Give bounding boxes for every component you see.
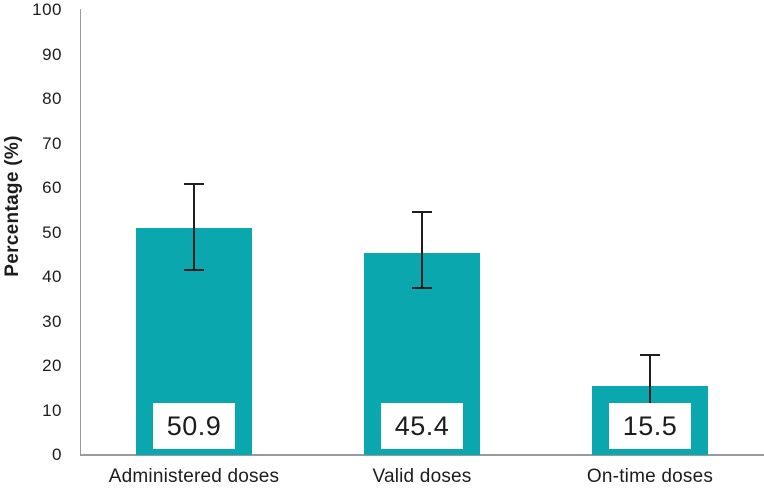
y-tick-label: 90 xyxy=(42,44,62,64)
bar-value-label: 15.5 xyxy=(609,403,691,449)
y-tick-label: 40 xyxy=(42,267,62,286)
bar-value-label: 45.4 xyxy=(381,403,463,449)
x-category-label: Valid doses xyxy=(372,466,472,487)
y-tick-label: 50 xyxy=(42,222,62,242)
x-category-label: On-time doses xyxy=(586,466,714,487)
error-bar-cap-top xyxy=(640,353,660,356)
error-bar-cap-bottom xyxy=(412,287,432,290)
error-bar-line xyxy=(421,212,423,289)
y-axis-line xyxy=(80,9,81,455)
error-bar-cap-bottom xyxy=(184,269,204,272)
error-bar-cap-top xyxy=(184,182,204,185)
x-category-label: Administered doses xyxy=(108,466,280,487)
y-tick-label: 60 xyxy=(42,178,62,197)
error-bar-line xyxy=(649,354,651,415)
error-bar-cap-top xyxy=(412,211,432,214)
bar-value-label: 50.9 xyxy=(153,403,235,449)
y-tick-label: 30 xyxy=(42,311,62,331)
error-bar-line xyxy=(193,183,195,271)
y-axis-title: Percentage (%) xyxy=(2,135,23,277)
y-tick-label: 70 xyxy=(42,133,62,153)
y-tick-label: 20 xyxy=(42,356,62,375)
y-tick-label: 100 xyxy=(32,0,62,19)
x-axis-line xyxy=(80,454,764,456)
y-tick-label: 80 xyxy=(42,89,62,108)
y-tick-label: 10 xyxy=(42,400,62,420)
y-tick-label: 0 xyxy=(52,445,62,464)
